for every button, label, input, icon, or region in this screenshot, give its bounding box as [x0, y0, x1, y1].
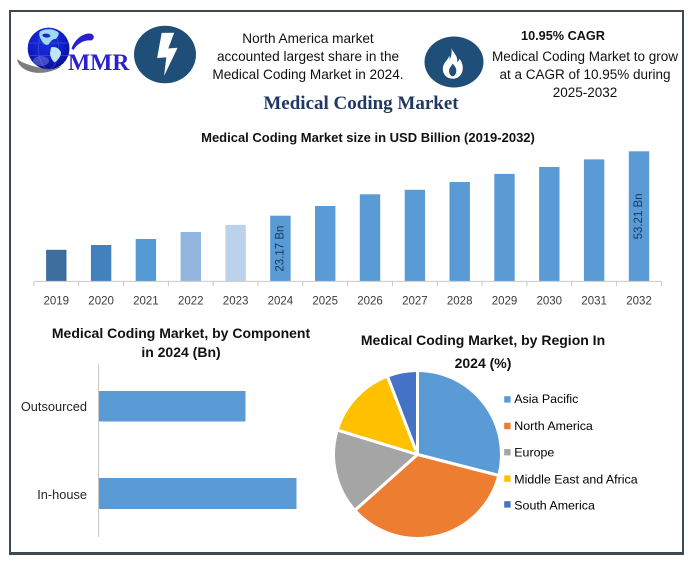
svg-text:2029: 2029: [492, 296, 518, 308]
svg-text:23.17 Bn: 23.17 Bn: [274, 226, 286, 272]
svg-text:2026: 2026: [357, 296, 383, 308]
svg-text:2023: 2023: [223, 296, 249, 308]
svg-text:2027: 2027: [402, 296, 428, 308]
svg-text:2020: 2020: [88, 296, 114, 308]
svg-text:North America: North America: [514, 419, 593, 433]
svg-text:South America: South America: [514, 499, 595, 513]
svg-text:2025: 2025: [312, 296, 338, 308]
svg-text:Outsourced: Outsourced: [21, 399, 87, 414]
svg-text:Europe: Europe: [514, 446, 554, 460]
svg-text:2024: 2024: [268, 296, 294, 308]
svg-text:In-house: In-house: [37, 487, 87, 502]
svg-text:2021: 2021: [133, 296, 159, 308]
svg-text:MMR: MMR: [68, 50, 130, 76]
svg-text:2032: 2032: [626, 296, 652, 308]
svg-text:2019: 2019: [44, 296, 70, 308]
svg-text:2028: 2028: [447, 296, 473, 308]
svg-text:53.21 Bn: 53.21 Bn: [633, 193, 645, 239]
svg-text:2022: 2022: [178, 296, 204, 308]
svg-text:2031: 2031: [581, 296, 607, 308]
svg-text:Asia Pacific: Asia Pacific: [514, 392, 578, 406]
svg-text:Middle East and Africa: Middle East and Africa: [514, 473, 637, 487]
svg-text:2030: 2030: [537, 296, 563, 308]
